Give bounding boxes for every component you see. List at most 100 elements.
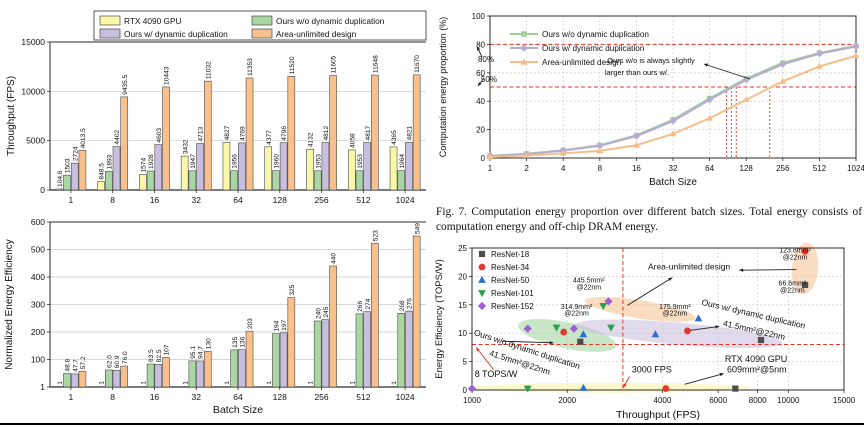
svg-text:@22nm: @22nm — [783, 254, 808, 261]
svg-text:1: 1 — [266, 381, 273, 385]
svg-text:440: 440 — [331, 253, 338, 264]
svg-text:15000: 15000 — [21, 37, 45, 47]
svg-text:ResNet-18: ResNet-18 — [491, 250, 530, 259]
svg-text:848.5: 848.5 — [99, 163, 106, 180]
svg-text:2724: 2724 — [72, 146, 79, 161]
energy-proportion-svg: 1 2 4 8 16 32 64 128 256 512 1024 0 20 40 60 80 100 Batch… — [438, 12, 864, 188]
svg-text:62.0: 62.0 — [106, 355, 113, 368]
svg-text:8 TOPS/W: 8 TOPS/W — [475, 369, 518, 379]
svg-text:104.6: 104.6 — [57, 170, 64, 187]
svg-text:1964: 1964 — [399, 154, 406, 169]
svg-text:Ours w/ dynamic duplication: Ours w/ dynamic duplication — [124, 29, 228, 39]
svg-text:274: 274 — [365, 298, 372, 309]
svg-text:64: 64 — [705, 164, 714, 173]
svg-text:60: 60 — [476, 69, 485, 78]
svg-text:32: 32 — [191, 392, 201, 402]
svg-text:0: 0 — [40, 185, 45, 195]
svg-text:80%: 80% — [478, 55, 494, 64]
svg-text:11648: 11648 — [372, 55, 379, 73]
svg-text:512: 512 — [813, 164, 827, 173]
svg-text:1: 1 — [69, 392, 74, 402]
svg-text:32: 32 — [669, 164, 678, 173]
svg-text:136: 136 — [239, 336, 246, 347]
svg-text:1928: 1928 — [148, 154, 155, 169]
svg-text:3432: 3432 — [182, 139, 189, 154]
svg-text:1: 1 — [140, 381, 147, 385]
svg-text:1024: 1024 — [396, 195, 415, 205]
svg-text:Ours w/o dynamic duplication: Ours w/o dynamic duplication — [276, 16, 385, 26]
svg-text:128: 128 — [273, 392, 287, 402]
svg-text:314.9mm²: 314.9mm² — [561, 304, 593, 311]
svg-text:ResNet-101: ResNet-101 — [491, 289, 534, 298]
svg-text:ResNet-50: ResNet-50 — [491, 276, 530, 285]
svg-text:6000: 6000 — [709, 396, 727, 405]
svg-text:64: 64 — [233, 195, 243, 205]
svg-text:0: 0 — [463, 386, 468, 395]
ours-wo-group — [518, 319, 617, 352]
svg-text:256: 256 — [776, 164, 790, 173]
svg-text:4058: 4058 — [349, 133, 356, 148]
throughput-bar-chart: 0 5000 10000 15000 1 104.6 1503 2724 4013.5 8 848.… — [0, 0, 432, 217]
svg-text:1503: 1503 — [65, 158, 72, 173]
svg-text:8: 8 — [110, 195, 115, 205]
svg-text:ResNet-34: ResNet-34 — [491, 263, 530, 272]
svg-text:Throughput (FPS): Throughput (FPS) — [6, 76, 17, 156]
svg-text:256: 256 — [314, 392, 328, 402]
svg-text:1: 1 — [224, 381, 231, 385]
svg-text:60.9: 60.9 — [114, 355, 121, 368]
svg-text:1960: 1960 — [274, 154, 281, 169]
svg-text:11670: 11670 — [414, 55, 421, 73]
svg-text:500: 500 — [31, 245, 45, 255]
svg-text:@22nm: @22nm — [564, 311, 589, 318]
svg-text:4365: 4365 — [391, 130, 398, 145]
svg-text:8000: 8000 — [749, 396, 767, 405]
svg-text:5000: 5000 — [26, 136, 45, 146]
svg-text:135: 135 — [232, 337, 239, 348]
svg-text:4713: 4713 — [198, 126, 205, 141]
svg-text:4: 4 — [561, 164, 566, 173]
svg-text:1: 1 — [40, 382, 45, 392]
svg-text:Area-unlimited design: Area-unlimited design — [542, 58, 622, 67]
svg-text:9435.5: 9435.5 — [122, 74, 129, 95]
svg-text:512: 512 — [356, 392, 370, 402]
svg-text:95.1: 95.1 — [190, 346, 197, 359]
area-unlimited-group-2 — [791, 242, 819, 295]
svg-text:4132: 4132 — [308, 132, 315, 147]
svg-text:64: 64 — [233, 392, 243, 402]
svg-text:4796: 4796 — [281, 126, 288, 141]
svg-text:Throughput (FPS): Throughput (FPS) — [616, 409, 700, 421]
svg-text:Energy Efficiency (TOPS/W): Energy Efficiency (TOPS/W) — [434, 259, 445, 379]
svg-text:4013.5: 4013.5 — [80, 128, 87, 149]
svg-text:245: 245 — [323, 306, 330, 317]
svg-text:15: 15 — [458, 301, 467, 310]
svg-text:1: 1 — [391, 381, 398, 385]
svg-text:8: 8 — [110, 392, 115, 402]
svg-text:20: 20 — [476, 126, 485, 135]
svg-text:325: 325 — [289, 284, 296, 295]
efficiency-scatter-svg: 1000 2000 4000 6000 8000 10000 15000 0 5 10 15 20 25… — [434, 242, 856, 421]
svg-text:1: 1 — [308, 381, 315, 385]
svg-text:197: 197 — [281, 319, 288, 330]
svg-text:445.5mm²: 445.5mm² — [573, 278, 605, 285]
figure-caption: Fig. 7. Computation energy proportion ov… — [436, 206, 862, 233]
svg-text:82.5: 82.5 — [156, 349, 163, 362]
svg-text:123.8mm²: 123.8mm² — [779, 248, 811, 255]
svg-text:203: 203 — [247, 318, 254, 329]
svg-text:Area-unlimited design: Area-unlimited design — [276, 29, 357, 39]
svg-text:1024: 1024 — [396, 392, 415, 402]
svg-text:11032: 11032 — [205, 61, 212, 79]
svg-text:4603: 4603 — [156, 128, 163, 143]
svg-text:200: 200 — [31, 327, 45, 337]
svg-text:107: 107 — [164, 344, 171, 355]
svg-text:50%: 50% — [481, 75, 497, 84]
svg-text:48.8: 48.8 — [65, 358, 72, 371]
svg-text:larger than ours w/.: larger than ours w/. — [605, 68, 669, 77]
svg-text:130: 130 — [205, 338, 212, 349]
svg-text:11605: 11605 — [331, 55, 338, 73]
svg-text:Ours w/o dynamic duplication: Ours w/o dynamic duplication — [542, 30, 649, 39]
svg-text:400: 400 — [31, 272, 45, 282]
svg-text:Ours w/o is always slightly: Ours w/o is always slightly — [607, 56, 695, 65]
svg-text:40: 40 — [476, 97, 485, 106]
svg-text:25: 25 — [458, 244, 467, 253]
